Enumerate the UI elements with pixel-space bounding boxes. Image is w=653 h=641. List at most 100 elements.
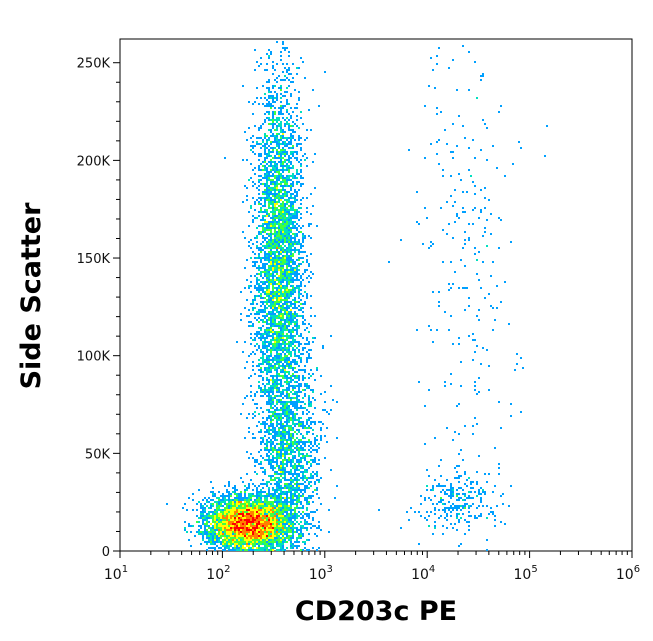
- event-dot: [298, 395, 300, 397]
- event-dot: [256, 331, 258, 333]
- event-dot: [272, 333, 274, 335]
- event-dot: [286, 169, 288, 171]
- event-dot: [280, 51, 282, 53]
- event-dot: [278, 177, 280, 179]
- event-dot: [310, 315, 312, 317]
- event-dot: [310, 523, 312, 525]
- event-dot: [290, 519, 292, 521]
- event-dot: [274, 365, 276, 367]
- event-dot: [264, 161, 266, 163]
- event-dot: [308, 263, 310, 265]
- event-dot: [240, 519, 242, 521]
- event-dot: [282, 369, 284, 371]
- event-dot: [212, 539, 214, 541]
- event-dot: [276, 387, 278, 389]
- event-dot: [282, 211, 284, 213]
- event-dot: [268, 549, 270, 551]
- event-dot: [210, 517, 212, 519]
- event-dot: [238, 539, 240, 541]
- event-dot: [282, 105, 284, 107]
- event-dot: [254, 237, 256, 239]
- event-dot: [234, 515, 236, 517]
- event-dot: [270, 323, 272, 325]
- event-dot: [300, 183, 302, 185]
- event-dot: [266, 389, 268, 391]
- event-dot: [462, 211, 464, 213]
- event-dot: [276, 499, 278, 501]
- event-dot: [272, 271, 274, 273]
- event-dot: [288, 177, 290, 179]
- event-dot: [456, 465, 458, 467]
- event-dot: [268, 459, 270, 461]
- event-dot: [284, 405, 286, 407]
- event-dot: [294, 247, 296, 249]
- event-dot: [274, 267, 276, 269]
- event-dot: [272, 233, 274, 235]
- event-dot: [276, 513, 278, 515]
- event-dot: [260, 489, 262, 491]
- event-dot: [280, 375, 282, 377]
- event-dot: [476, 517, 478, 519]
- event-dot: [248, 355, 250, 357]
- event-dot: [234, 523, 236, 525]
- event-dot: [220, 503, 222, 505]
- event-dot: [300, 111, 302, 113]
- event-dot: [288, 471, 290, 473]
- event-dot: [294, 139, 296, 141]
- event-dot: [250, 343, 252, 345]
- event-dot: [278, 525, 280, 527]
- event-dot: [292, 499, 294, 501]
- event-dot: [280, 209, 282, 211]
- event-dot: [284, 361, 286, 363]
- event-dot: [236, 515, 238, 517]
- event-dot: [456, 499, 458, 501]
- event-dot: [288, 263, 290, 265]
- event-dot: [264, 459, 266, 461]
- event-dot: [296, 173, 298, 175]
- event-dot: [482, 489, 484, 491]
- event-dot: [262, 211, 264, 213]
- event-dot: [296, 321, 298, 323]
- event-dot: [266, 453, 268, 455]
- event-dot: [274, 183, 276, 185]
- event-dot: [272, 217, 274, 219]
- event-dot: [304, 469, 306, 471]
- event-dot: [268, 387, 270, 389]
- event-dot: [280, 543, 282, 545]
- event-dot: [264, 69, 266, 71]
- event-dot: [452, 491, 454, 493]
- event-dot: [292, 291, 294, 293]
- event-dot: [226, 533, 228, 535]
- event-dot: [284, 277, 286, 279]
- event-dot: [288, 489, 290, 491]
- event-dot: [290, 499, 292, 501]
- event-dot: [458, 521, 460, 523]
- event-dot: [206, 531, 208, 533]
- event-dot: [308, 235, 310, 237]
- event-dot: [296, 307, 298, 309]
- event-dot: [230, 523, 232, 525]
- event-dot: [298, 469, 300, 471]
- event-dot: [284, 189, 286, 191]
- event-dot: [268, 241, 270, 243]
- event-dot: [274, 271, 276, 273]
- event-dot: [256, 335, 258, 337]
- event-dot: [272, 549, 274, 551]
- event-dot: [274, 409, 276, 411]
- event-dot: [286, 343, 288, 345]
- event-dot: [270, 411, 272, 413]
- event-dot: [298, 377, 300, 379]
- event-dot: [218, 503, 220, 505]
- event-dot: [302, 353, 304, 355]
- event-dot: [270, 527, 272, 529]
- event-dot: [248, 483, 250, 485]
- event-dot: [244, 537, 246, 539]
- event-dot: [286, 541, 288, 543]
- event-dot: [316, 225, 318, 227]
- event-dot: [266, 247, 268, 249]
- event-dot: [236, 547, 238, 549]
- event-dot: [288, 293, 290, 295]
- event-dot: [274, 337, 276, 339]
- event-dot: [296, 327, 298, 329]
- event-dot: [274, 331, 276, 333]
